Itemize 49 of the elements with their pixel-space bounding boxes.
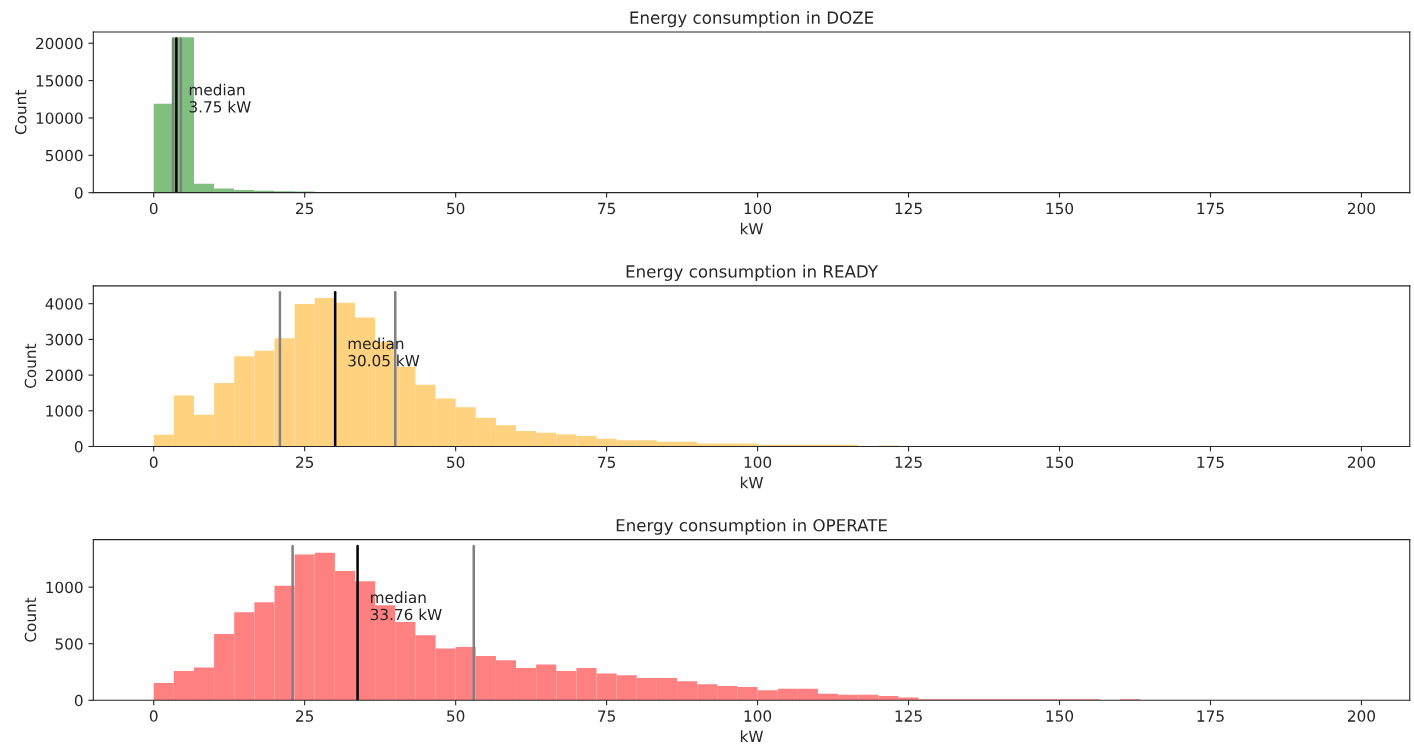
y-axis-title: Count bbox=[14, 90, 27, 135]
x-tick-label: 50 bbox=[447, 202, 465, 215]
x-tick-label: 200 bbox=[1347, 710, 1376, 722]
x-tick-label: 0 bbox=[149, 710, 158, 722]
x-tick-label: 75 bbox=[598, 202, 615, 215]
y-tick-label: 20000 bbox=[36, 37, 83, 50]
x-axis-title: kW bbox=[740, 222, 764, 235]
x-tick-label: 100 bbox=[744, 456, 772, 469]
chart-title: Energy consumption in OPERATE bbox=[616, 518, 887, 535]
x-tick-label: 125 bbox=[895, 710, 922, 722]
chart-title: Energy consumption in DOZE bbox=[630, 11, 874, 28]
y-tick-label: 0 bbox=[74, 187, 83, 199]
x-tick-label: 0 bbox=[149, 202, 158, 215]
x-tick-label: 100 bbox=[744, 202, 772, 215]
x-tick-label: 50 bbox=[447, 710, 465, 722]
x-tick-label: 200 bbox=[1347, 456, 1376, 469]
x-tick-label: 50 bbox=[447, 456, 465, 469]
y-tick-label: 15000 bbox=[36, 75, 83, 87]
y-tick-label: 500 bbox=[55, 638, 83, 650]
x-tick-label: 25 bbox=[296, 202, 314, 215]
x-tick-label: 0 bbox=[149, 456, 158, 469]
x-tick-label: 125 bbox=[895, 456, 922, 469]
x-tick-label: 150 bbox=[1046, 710, 1074, 722]
y-axis-title: Count bbox=[24, 597, 37, 642]
x-tick-label: 175 bbox=[1197, 456, 1224, 469]
x-tick-label: 100 bbox=[744, 710, 772, 722]
x-axis-title: kW bbox=[740, 730, 764, 742]
y-tick-label: 4000 bbox=[45, 298, 83, 310]
x-tick-label: 150 bbox=[1046, 202, 1074, 215]
x-axis-title: kW bbox=[740, 476, 764, 489]
x-tick-label: 125 bbox=[895, 202, 922, 215]
x-tick-label: 25 bbox=[296, 710, 314, 722]
y-tick-label: 0 bbox=[74, 694, 83, 707]
x-tick-label: 175 bbox=[1197, 202, 1224, 215]
y-tick-label: 2000 bbox=[45, 369, 83, 382]
x-tick-label: 150 bbox=[1046, 456, 1074, 469]
y-tick-label: 1000 bbox=[46, 581, 83, 594]
x-tick-label: 75 bbox=[598, 456, 615, 469]
y-tick-label: 3000 bbox=[45, 333, 83, 346]
y-tick-label: 1000 bbox=[46, 405, 83, 417]
y-tick-label: 0 bbox=[74, 440, 83, 453]
y-axis-title: Count bbox=[24, 343, 37, 388]
y-tick-label: 10000 bbox=[36, 112, 83, 124]
x-tick-label: 200 bbox=[1347, 202, 1376, 215]
x-tick-label: 25 bbox=[296, 456, 314, 469]
x-tick-label: 175 bbox=[1197, 710, 1224, 722]
chart-title: Energy consumption in READY bbox=[626, 264, 879, 281]
x-tick-label: 75 bbox=[598, 710, 615, 722]
y-tick-label: 5000 bbox=[45, 149, 83, 162]
